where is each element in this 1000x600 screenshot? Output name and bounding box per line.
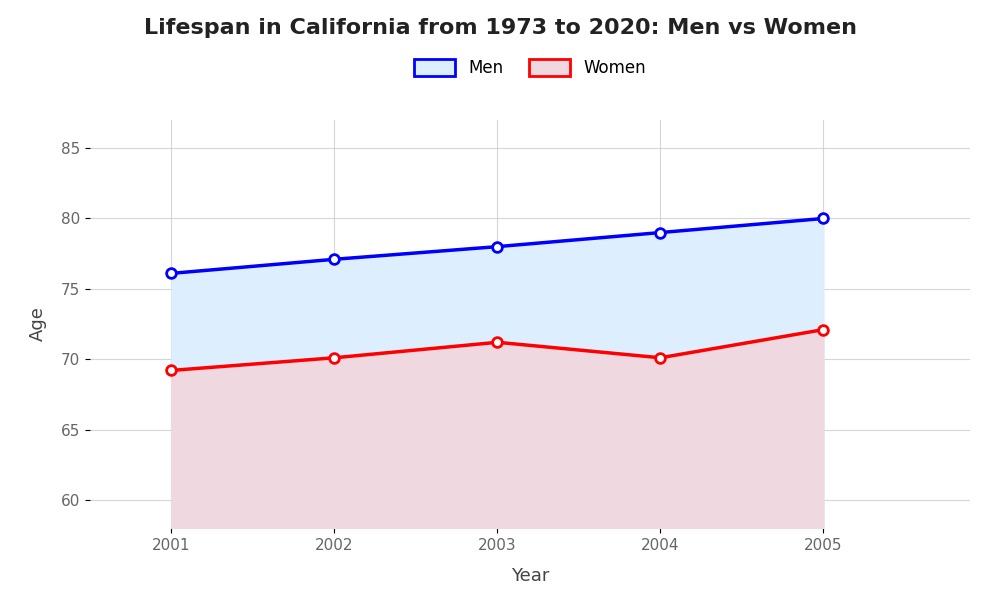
Y-axis label: Age: Age (29, 307, 47, 341)
Women (165, 367, 177, 374)
Women (654, 354, 666, 361)
Women (328, 354, 340, 361)
Legend: Men, Women: Men, Women (414, 59, 646, 77)
Men (654, 229, 666, 236)
Women (491, 338, 503, 346)
Men (491, 243, 503, 250)
Line: Men: Men (167, 214, 828, 278)
Men (328, 256, 340, 263)
Text: Lifespan in California from 1973 to 2020: Men vs Women: Lifespan in California from 1973 to 2020… (144, 18, 856, 38)
Line: Women: Women (167, 325, 828, 375)
Women (817, 326, 829, 333)
X-axis label: Year: Year (511, 566, 549, 584)
Men (817, 215, 829, 222)
Men (165, 270, 177, 277)
